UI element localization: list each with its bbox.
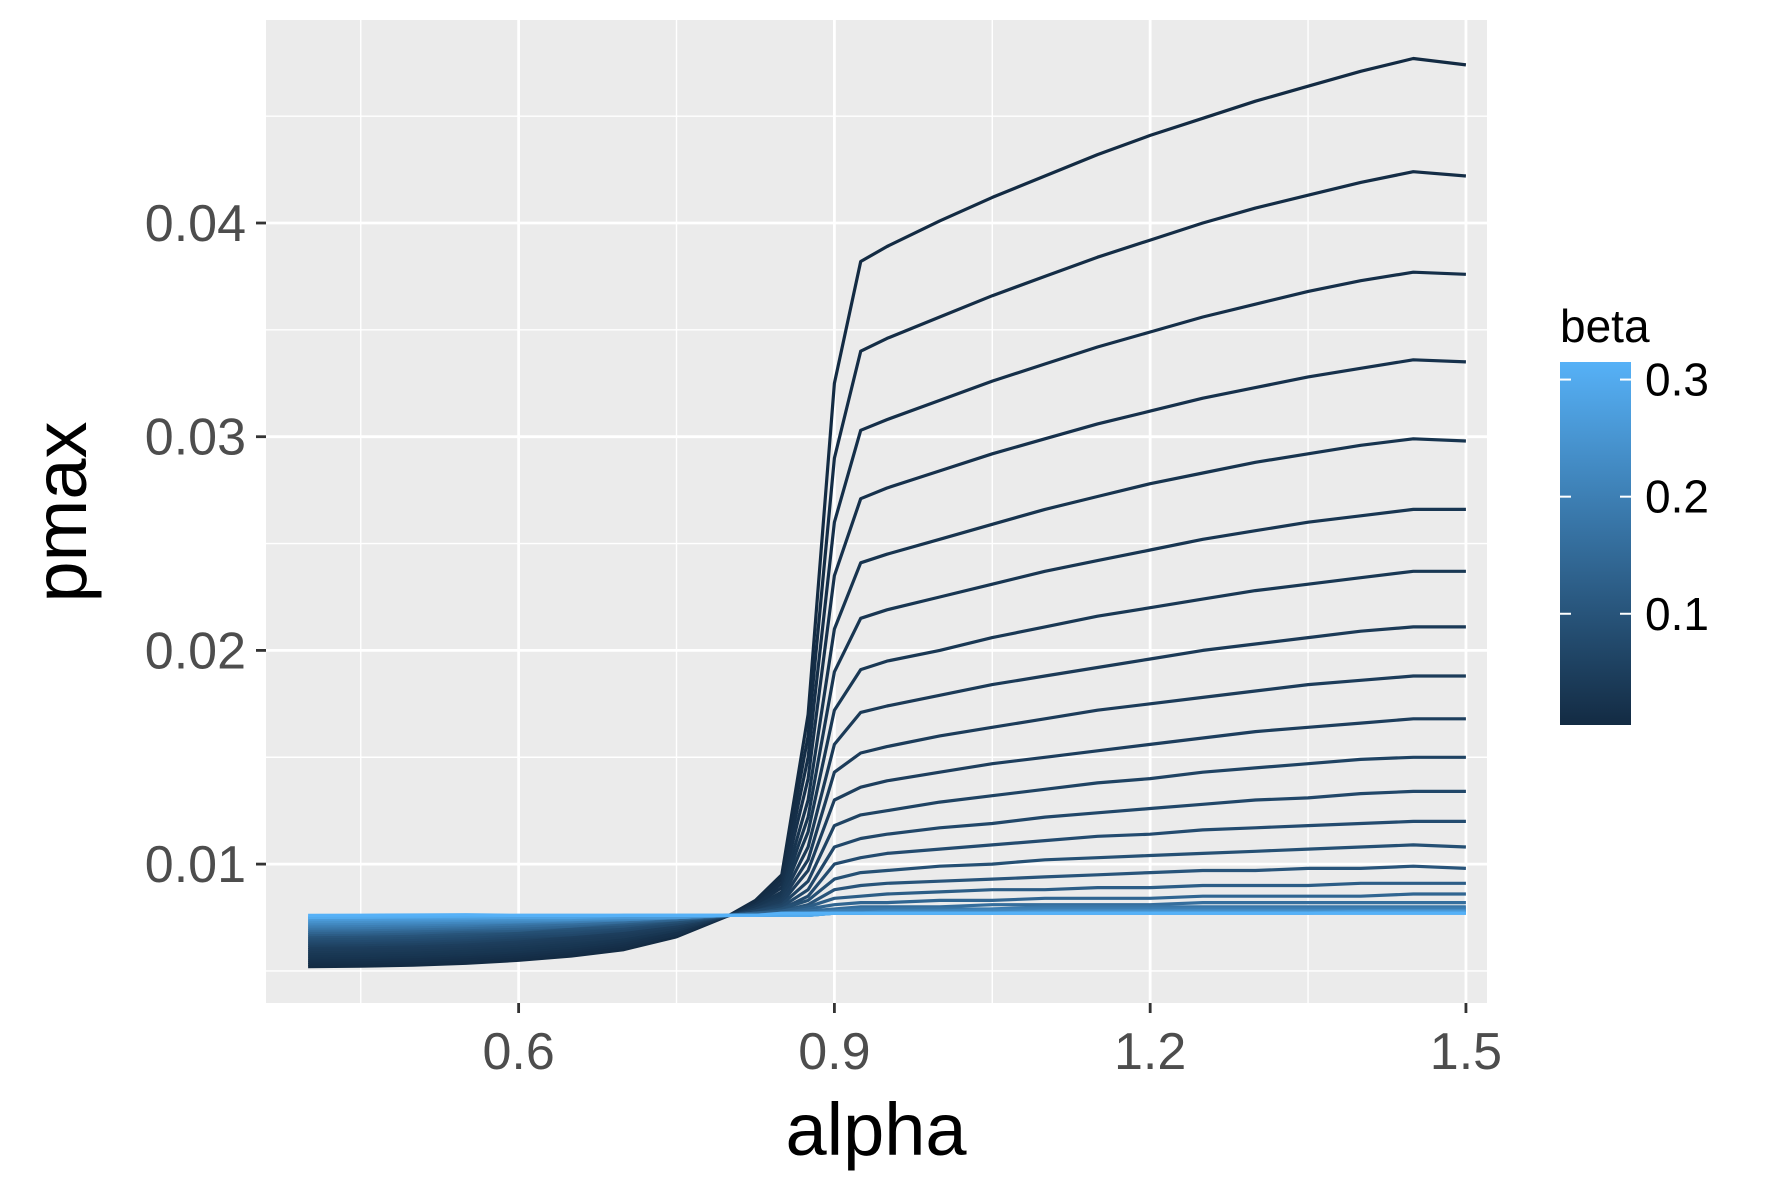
series-line [308, 56, 1467, 969]
x-tick-label: 1.2 [1114, 1023, 1186, 1081]
series-line [308, 892, 1466, 935]
plot-panel [266, 20, 1487, 1003]
y-tick-label: 0.04 [145, 195, 246, 253]
x-tick-label: 1.5 [1430, 1023, 1502, 1081]
series-line [308, 911, 1466, 918]
y-tick-labels: 0.01 0.02 0.03 0.04 [145, 195, 246, 894]
x-tick-label: 0.9 [798, 1023, 870, 1081]
series-line [308, 437, 1466, 960]
legend-title: beta [1560, 300, 1650, 352]
x-tick-label: 0.6 [482, 1023, 554, 1081]
y-tick-label: 0.03 [145, 409, 246, 467]
series-line [308, 674, 1466, 952]
series-line [308, 717, 1466, 949]
series-line [308, 569, 1466, 956]
y-axis-title: pmax [19, 422, 102, 603]
minor-gridlines [266, 20, 1487, 1003]
y-tick-label: 0.02 [145, 622, 246, 680]
legend-label: 0.1 [1645, 588, 1709, 640]
series-line [308, 789, 1466, 945]
color-legend: beta 0.1 0.2 0.3 [1560, 300, 1709, 725]
axis-ticks [256, 221, 1468, 1013]
x-axis-title: alpha [785, 1088, 967, 1171]
major-gridlines [266, 20, 1487, 1003]
series-line [308, 900, 1466, 932]
series-line [308, 881, 1466, 937]
y-tick-label: 0.01 [145, 836, 246, 894]
series-line [308, 819, 1466, 943]
legend-colorbar [1560, 362, 1631, 725]
series-line [308, 270, 1466, 964]
legend-label: 0.3 [1645, 354, 1709, 406]
series-lines [308, 56, 1467, 969]
series-line [308, 507, 1466, 958]
series-line [308, 755, 1466, 947]
series-line [308, 358, 1466, 962]
x-tick-labels: 0.6 0.9 1.2 1.5 [482, 1023, 1502, 1081]
legend-label: 0.2 [1645, 471, 1709, 523]
series-line [308, 843, 1466, 941]
series-line [308, 170, 1467, 967]
legend-ticks: 0.1 0.2 0.3 [1560, 354, 1709, 640]
series-line [308, 625, 1466, 954]
